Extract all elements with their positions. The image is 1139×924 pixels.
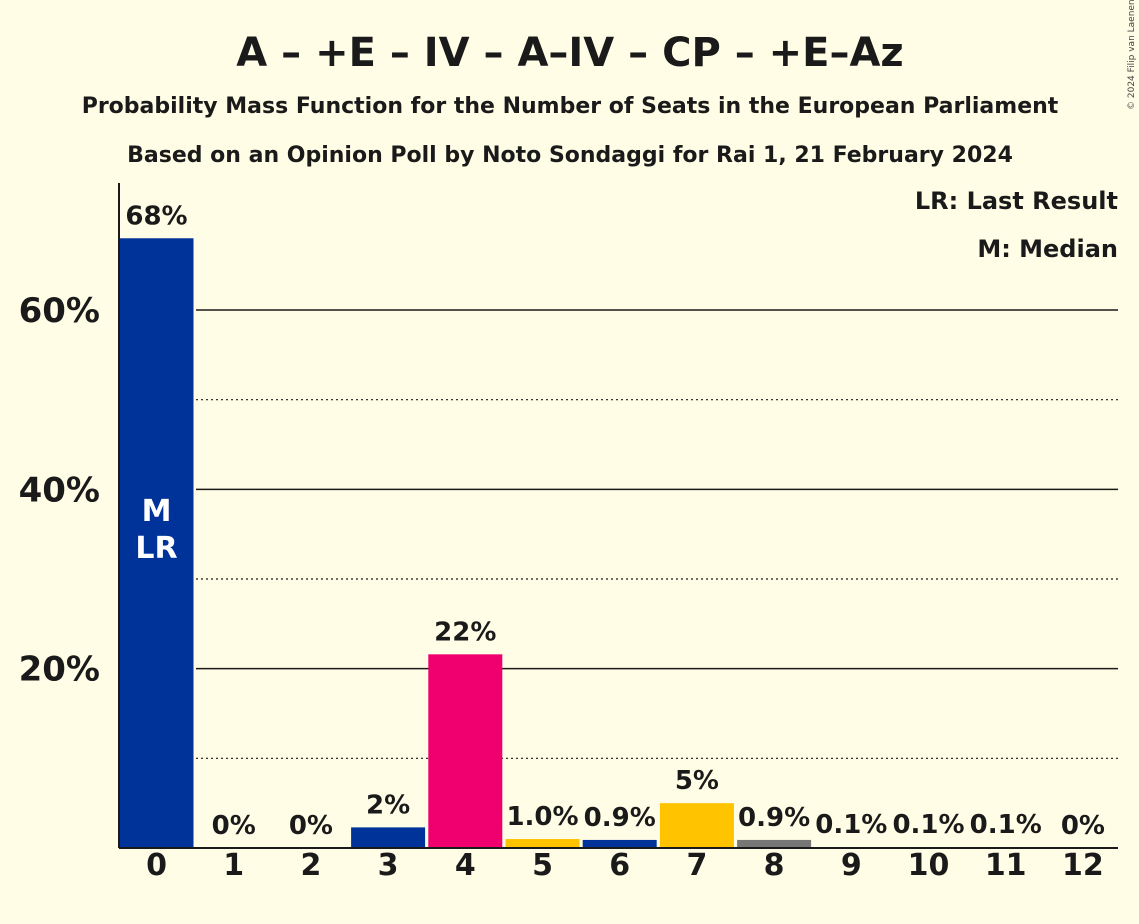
chart-subtitle: Probability Mass Function for the Number… <box>82 94 1059 119</box>
data-label-11: 0.1% <box>970 810 1042 840</box>
data-label-8: 0.9% <box>738 803 810 833</box>
data-label-10: 0.1% <box>892 810 964 840</box>
legend-median: M: Median <box>977 235 1118 263</box>
y-tick-60: 60% <box>19 291 100 331</box>
x-tick-11: 11 <box>985 848 1027 883</box>
data-label-4: 22% <box>434 617 496 647</box>
bars-group <box>119 238 1043 848</box>
x-tick-8: 8 <box>764 848 785 883</box>
data-label-12: 0% <box>1061 811 1105 841</box>
data-label-0: 68% <box>125 201 187 231</box>
x-tick-5: 5 <box>532 848 553 883</box>
bar-8 <box>737 839 812 848</box>
data-label-1: 0% <box>212 811 256 841</box>
x-tick-0: 0 <box>146 848 167 883</box>
bar-0 <box>119 238 194 848</box>
bar-3 <box>351 827 426 848</box>
x-axis: 0 1 2 3 4 5 6 7 8 9 10 11 12 <box>119 847 1118 883</box>
chart-source: Based on an Opinion Poll by Noto Sondagg… <box>127 143 1013 168</box>
data-label-6: 0.9% <box>584 803 656 833</box>
x-tick-4: 4 <box>455 848 476 883</box>
bar-6 <box>582 839 657 848</box>
x-tick-7: 7 <box>686 848 707 883</box>
data-label-7: 5% <box>675 766 719 796</box>
bar-5 <box>505 839 580 848</box>
data-label-5: 1.0% <box>506 802 578 832</box>
bar-4 <box>428 654 503 848</box>
data-label-3: 2% <box>366 790 410 820</box>
y-tick-40: 40% <box>19 470 100 510</box>
in-bar-label-lr: LR <box>135 531 177 566</box>
legend-last-result: LR: Last Result <box>915 187 1118 215</box>
x-tick-2: 2 <box>300 848 321 883</box>
y-tick-20: 20% <box>19 650 100 690</box>
data-label-9: 0.1% <box>815 810 887 840</box>
chart-title: A – +E – IV – A–IV – CP – +E–Az <box>236 30 903 76</box>
x-tick-9: 9 <box>841 848 862 883</box>
x-tick-10: 10 <box>908 848 950 883</box>
data-labels-group: 68%0% 0%2%22%1.0% 0.9%5%0.9% 0.1% 0.1% 0.1% 0%… <box>125 201 1105 841</box>
data-label-2: 0% <box>289 811 333 841</box>
copyright-note: © 2024 Filip van Laenen <box>1127 0 1137 110</box>
x-tick-12: 12 <box>1062 848 1104 883</box>
x-tick-6: 6 <box>609 848 630 883</box>
x-tick-3: 3 <box>378 848 399 883</box>
in-bar-label-m: M <box>142 494 172 529</box>
x-tick-1: 1 <box>223 848 244 883</box>
y-axis: 20% 40% 60% <box>19 183 120 848</box>
bar-7 <box>659 803 734 848</box>
grid-lines <box>196 309 1118 759</box>
